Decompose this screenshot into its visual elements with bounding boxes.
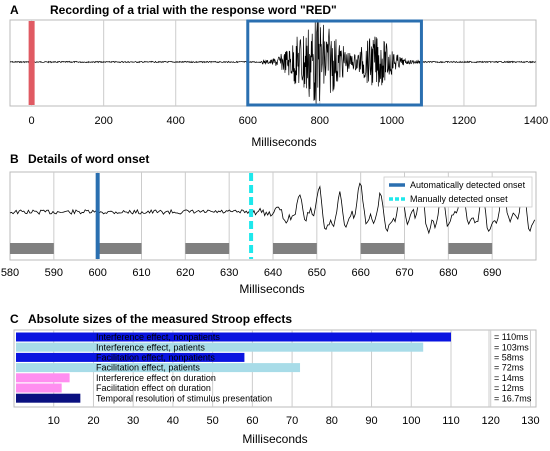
tick-label: 40 <box>167 415 179 427</box>
panel-a-xlabel: Milliseconds <box>251 135 316 149</box>
tick-label: 1000 <box>380 115 404 127</box>
tick-label: 400 <box>167 115 185 127</box>
panel-c-title: Absolute sizes of the measured Stroop ef… <box>28 312 292 326</box>
panel-a-letter: A <box>10 3 19 17</box>
effect-value-label: = 72ms <box>494 363 524 373</box>
panel-a-title: Recording of a trial with the response w… <box>50 3 337 17</box>
tick-label: 110 <box>442 415 460 427</box>
tick-label: 600 <box>239 115 257 127</box>
panel-c-plot-area <box>13 329 537 408</box>
panel-c-letter: C <box>10 312 19 326</box>
strip-segment <box>360 243 405 254</box>
tick-label: 600 <box>88 267 106 279</box>
effect-bar-label: Interference effect on duration <box>96 373 216 383</box>
panel-b-tick-labels: 580 590 600 610 620 630 640 650 660 670 680 690 <box>1 267 502 279</box>
tick-label: 200 <box>94 115 112 127</box>
tick-label: 590 <box>45 267 63 279</box>
tick-label: 670 <box>395 267 413 279</box>
effect-value-label: = 12ms <box>494 383 524 393</box>
panel-c-xlabel: Milliseconds <box>242 432 307 446</box>
effect-bar-label: Temporal resolution of stimulus presenta… <box>96 393 272 403</box>
effect-value-label: = 14ms <box>494 373 524 383</box>
effect-bar-label: Facilitation effect, patients <box>96 363 200 373</box>
effect-bar <box>16 383 62 393</box>
tick-label: 1400 <box>524 115 548 127</box>
effect-value-label: = 16.7ms <box>494 393 532 403</box>
effect-value-label: = 103ms <box>494 342 529 352</box>
panel-b-marks <box>9 173 536 259</box>
waveform-line <box>9 19 536 104</box>
tick-label: 90 <box>365 415 377 427</box>
effect-bar-label: Interference effect, nonpatients <box>96 332 220 342</box>
effect-bar <box>16 342 424 352</box>
tick-label: 120 <box>482 415 500 427</box>
tick-label: 60 <box>246 415 258 427</box>
tick-label: 660 <box>351 267 369 279</box>
effect-bar <box>16 393 81 403</box>
panel-b-bar-strip <box>10 243 493 254</box>
effect-bar-label: Facilitation effect, nonpatients <box>96 353 215 363</box>
stimulus-onset-marker <box>28 21 35 105</box>
tick-label: 20 <box>87 415 99 427</box>
tick-label: 620 <box>176 267 194 279</box>
panel-b-xlabel: Milliseconds <box>239 282 304 296</box>
panel-a: A Recording of a trial with the response… <box>9 3 549 149</box>
effect-bar <box>16 352 245 362</box>
tick-label: 580 <box>1 267 19 279</box>
strip-segment <box>448 243 493 254</box>
panel-a-marks <box>9 19 536 107</box>
panel-a-tick-labels: 0 200 400 600 800 1000 1200 1400 <box>29 115 549 127</box>
tick-label: 80 <box>326 415 338 427</box>
panel-b-letter: B <box>10 152 19 166</box>
panel-b-legend: Automatically detected onset Manually de… <box>383 176 533 208</box>
panel-c-bars: Interference effect, nonpatients = 110ms I… <box>16 332 532 403</box>
tick-label: 630 <box>220 267 238 279</box>
strip-segment <box>10 243 54 254</box>
panel-c-tick-labels: 10 20 30 40 50 60 70 80 90 100 110 120 130 <box>48 415 540 427</box>
effect-bar <box>16 373 70 383</box>
tick-label: 70 <box>286 415 298 427</box>
legend-auto-label: Automatically detected onset <box>410 180 526 190</box>
effect-bar <box>16 363 301 373</box>
tick-label: 100 <box>402 415 420 427</box>
tick-label: 1200 <box>452 115 476 127</box>
effect-bar <box>16 332 451 342</box>
legend-manual-label: Manually detected onset <box>410 194 508 204</box>
effect-bar-label: Interference effect, patients <box>96 342 205 352</box>
panel-b-title: Details of word onset <box>28 152 149 166</box>
tick-label: 130 <box>521 415 539 427</box>
tick-label: 680 <box>439 267 457 279</box>
tick-label: 690 <box>483 267 501 279</box>
strip-segment <box>97 243 142 254</box>
effect-value-label: = 110ms <box>494 332 529 342</box>
tick-label: 50 <box>207 415 219 427</box>
tick-label: 640 <box>264 267 282 279</box>
panel-b: B Details of word onset Automatically de… <box>1 152 537 296</box>
legend-box <box>383 176 533 208</box>
panel-c: C Absolute sizes of the measured Stroop … <box>10 312 540 446</box>
tick-label: 650 <box>308 267 326 279</box>
effect-bar-label: Facilitation effect on duration <box>96 383 211 393</box>
tick-label: 0 <box>29 115 35 127</box>
tick-label: 800 <box>311 115 329 127</box>
strip-segment <box>185 243 230 254</box>
strip-segment <box>273 243 317 254</box>
effect-value-label: = 58ms <box>494 353 524 363</box>
response-window-box <box>246 19 423 107</box>
tick-label: 10 <box>48 415 60 427</box>
tick-label: 30 <box>127 415 139 427</box>
tick-label: 610 <box>132 267 150 279</box>
